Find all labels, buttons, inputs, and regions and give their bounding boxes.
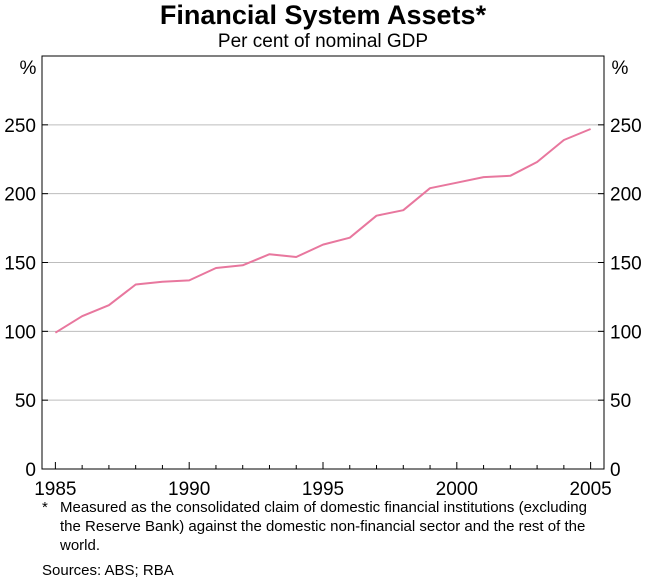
y-tick-label-right-200: 200 xyxy=(610,185,642,206)
y-tick-label-right-250: 250 xyxy=(610,116,642,137)
chart-subtitle: Per cent of nominal GDP xyxy=(217,31,429,52)
y-tick-label-right-0: 0 xyxy=(610,460,621,481)
y-tick-label-left-0: 0 xyxy=(25,460,36,481)
gridlines xyxy=(42,124,604,401)
y-tick-label-left-100: 100 xyxy=(4,322,36,343)
x-tick-label-1990: 1990 xyxy=(168,479,210,500)
x-tick-label-1995: 1995 xyxy=(302,479,344,500)
axis-ticks: 0 0 50 50 100 100 150 150 200 200 250 250 1985 1990 19… xyxy=(4,116,641,500)
y-tick-label-left-150: 150 xyxy=(4,254,36,275)
y-tick-label-right-50: 50 xyxy=(610,391,631,412)
sources-note: Sources: ABS; RBA xyxy=(42,562,174,579)
y-tick-label-left-50: 50 xyxy=(15,391,36,412)
y-tick-label-left-250: 250 xyxy=(4,116,36,137)
series-layer xyxy=(54,128,591,334)
y-tick-label-right-100: 100 xyxy=(610,322,642,343)
y-axis-unit-left: % xyxy=(20,58,37,79)
y-tick-label-left-200: 200 xyxy=(4,185,36,206)
footnote-text: Measured as the consolidated claim of do… xyxy=(60,499,587,554)
x-tick-label-1985: 1985 xyxy=(34,479,76,500)
x-tick-label-2005: 2005 xyxy=(569,479,611,500)
footnote-marker: * xyxy=(42,499,48,516)
line-chart: 0 0 50 50 100 100 150 150 200 200 250 250 1985 1990 19… xyxy=(4,55,642,500)
chart-title: Financial System Assets* xyxy=(159,0,487,30)
y-axis-unit-right: % xyxy=(612,58,629,79)
x-tick-label-2000: 2000 xyxy=(436,479,478,500)
series-line-0 xyxy=(54,128,591,334)
footnote: * Measured as the consolidated claim of … xyxy=(42,498,602,555)
y-tick-label-right-150: 150 xyxy=(610,254,642,275)
